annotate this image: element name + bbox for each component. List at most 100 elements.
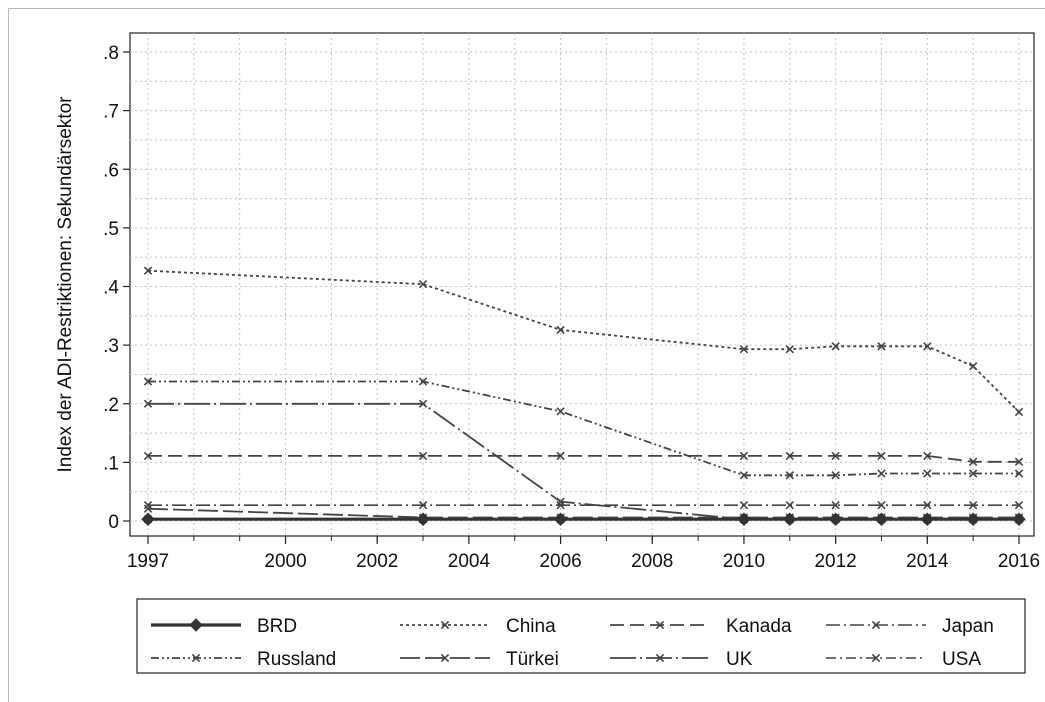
y-tick-label: 0 [108, 512, 119, 533]
y-axis: 0 .1 .2 .3 .4 .5 .6 .7 .8 [103, 43, 130, 533]
data-point-brd [1012, 512, 1026, 526]
data-point-kanada [968, 457, 978, 466]
data-point-russland [877, 469, 886, 478]
data-point-uk [556, 497, 565, 506]
data-point-china [831, 342, 840, 351]
legend-item-uk: UK [610, 649, 753, 670]
data-point-russland [418, 377, 428, 386]
data-point-brd [737, 512, 751, 526]
data-point-brd [920, 512, 935, 526]
x-tick-label: 2014 [906, 551, 949, 572]
data-point-uk [418, 399, 428, 408]
x-tick-label: 2008 [631, 551, 673, 572]
y-tick-label: .3 [103, 336, 119, 357]
x-tick-label: 2000 [264, 551, 306, 572]
data-point-uk [143, 399, 153, 408]
data-point-kanada [418, 451, 428, 461]
series-line-russland [148, 380, 1019, 477]
plot-area [129, 32, 1035, 537]
data-point-china [877, 342, 886, 351]
y-tick-label: .6 [103, 160, 119, 181]
legend-marker [189, 618, 203, 632]
data-point-brd [874, 512, 889, 526]
y-axis-label: Index der ADI-Restriktionen: Sekundärsek… [55, 96, 76, 473]
data-point-russland [785, 471, 794, 480]
data-point-brd [828, 512, 843, 526]
legend-label: BRD [257, 616, 297, 637]
x-tick-label: 2010 [723, 551, 765, 572]
legend-marker [871, 620, 881, 630]
legend-marker [191, 653, 201, 663]
x-tick-label: 1997 [127, 551, 169, 572]
data-point-russland [968, 469, 978, 478]
data-point-kanada [785, 451, 794, 461]
data-point-china [785, 345, 794, 354]
data-point-japan [739, 501, 749, 510]
legend-label: UK [726, 649, 753, 670]
data-point-brd [553, 512, 568, 526]
data-point-kanada [739, 451, 749, 461]
legend-label: Japan [942, 616, 994, 637]
data-point-japan [418, 501, 428, 510]
legend-marker [440, 620, 450, 630]
data-point-kanada [556, 451, 565, 461]
data-point-kanada [923, 451, 932, 461]
data-point-brd [141, 512, 155, 526]
x-tick-label: 2016 [998, 551, 1040, 572]
legend-item-russland: Russland [151, 649, 336, 670]
legend-item-brd: BRD [151, 616, 297, 637]
legend-label: Russland [257, 649, 336, 670]
data-point-russland [1014, 469, 1024, 478]
data-point-brd [416, 512, 430, 526]
legend-label: China [506, 616, 556, 637]
data-point-russland [143, 377, 153, 386]
data-point-japan [968, 501, 978, 510]
legend-item-usa: USA [826, 649, 981, 670]
data-point-t-rkei [143, 504, 153, 513]
series-line-t-rkei [147, 507, 1019, 519]
x-axis: 1997 2000 2002 2004 2006 2008 2010 2012 2014 2016 [127, 536, 1040, 572]
legend-marker [440, 653, 450, 663]
legend-box [136, 598, 1026, 674]
series-line-china [147, 269, 1020, 413]
data-point-russland [923, 469, 932, 478]
data-point-japan [831, 501, 840, 510]
series-china [143, 266, 1024, 417]
data-point-japan [877, 501, 886, 510]
legend-marker [655, 653, 665, 663]
x-tick-label: 2002 [356, 551, 398, 572]
data-point-japan [143, 501, 153, 510]
data-point-japan [1014, 501, 1024, 510]
series-japan [143, 501, 1024, 510]
legend-item-kanada: Kanada [610, 616, 792, 637]
legend-marker [655, 620, 665, 630]
legend-label: Türkei [506, 649, 559, 670]
data-point-kanada [1014, 457, 1024, 466]
legend-item-china: China [400, 616, 556, 637]
x-tick-label: 2004 [448, 551, 491, 572]
legend: BRD China Kanada Japan Russland Türkei UK USA [136, 598, 1026, 674]
data-point-kanada [831, 451, 840, 461]
data-point-china [739, 345, 749, 354]
data-point-russland [556, 407, 565, 416]
legend-label: Kanada [726, 616, 792, 637]
data-point-japan [923, 501, 932, 510]
legend-item-japan: Japan [826, 616, 994, 637]
y-tick-label: .7 [103, 102, 119, 123]
series-line-kanada [148, 454, 1019, 463]
data-point-kanada [877, 451, 886, 461]
x-tick-label: 2006 [539, 551, 581, 572]
y-tick-label: .1 [103, 453, 119, 474]
data-point-china [968, 362, 978, 371]
data-point-kanada [143, 451, 153, 461]
y-tick-label: .2 [103, 395, 119, 416]
series-russland [143, 377, 1024, 480]
data-point-china [418, 279, 428, 289]
data-point-brd [966, 512, 980, 526]
legend-label: USA [942, 649, 981, 670]
data-point-china [1014, 407, 1024, 417]
x-tick-label: 2012 [814, 551, 856, 572]
legend-marker [871, 653, 881, 663]
series-kanada [143, 451, 1024, 466]
